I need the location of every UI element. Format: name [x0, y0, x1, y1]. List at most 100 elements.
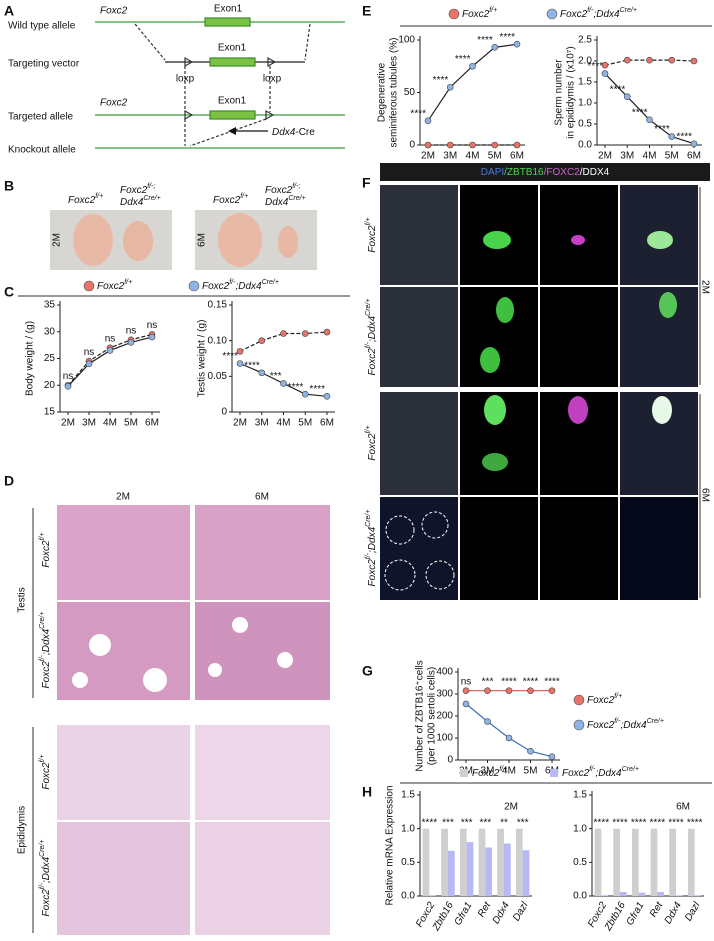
- significance: ****: [587, 61, 603, 72]
- data-point: [258, 337, 266, 344]
- significance: ****: [687, 817, 703, 828]
- y-tick-label: 100: [398, 35, 415, 46]
- significance: ****: [499, 32, 515, 43]
- y-axis-label: Degenerative: [377, 62, 388, 122]
- significance: **: [500, 817, 508, 828]
- data-point: [236, 360, 244, 367]
- y-tick-label: 200: [436, 711, 453, 722]
- y-axis-label: in epididymis / (x10⁷): [566, 46, 577, 139]
- significance: ***: [517, 817, 529, 828]
- bar: [657, 891, 665, 896]
- y-tick-label: 1.0: [573, 823, 587, 834]
- x-tick-label: 4M: [643, 151, 657, 162]
- text-part: Foxc2: [560, 9, 588, 20]
- label: Knockout allele: [8, 145, 76, 156]
- text-part: Foxc2: [367, 433, 378, 461]
- histology: [57, 505, 330, 935]
- data-point: [469, 141, 476, 149]
- x-tick-label: 3M: [620, 151, 634, 162]
- data-point: [601, 61, 609, 69]
- testis: [123, 221, 153, 261]
- significance: ****: [222, 351, 238, 362]
- data-point: [446, 83, 454, 91]
- text-part: Foxc2: [202, 281, 230, 292]
- significance: ****: [544, 676, 560, 687]
- data-point: [236, 348, 244, 355]
- data-point: [527, 747, 534, 755]
- y-tick-label: 0.0: [578, 140, 592, 151]
- y-tick-label: 0: [447, 755, 453, 766]
- data-point: [548, 753, 556, 761]
- significance: ns: [147, 320, 158, 331]
- label: Exon1: [218, 96, 247, 107]
- guide-lines: [134, 23, 311, 112]
- lumens: [72, 617, 293, 692]
- data-point: [668, 133, 676, 140]
- y-axis-label: Body weight / (g): [25, 321, 36, 396]
- text-part: Cre/+: [365, 299, 372, 316]
- significance: ****: [433, 75, 449, 86]
- text-part: Foxc2: [367, 559, 378, 587]
- text-part: Cre/+: [288, 195, 305, 202]
- legend-marker: [546, 8, 558, 20]
- data-point: [280, 330, 287, 337]
- data-point: [601, 70, 609, 77]
- age: 2M: [699, 280, 710, 294]
- data-point: [484, 718, 491, 725]
- significance: ****: [676, 131, 692, 142]
- genotype: Foxc2f/-;Ddx4Cre/+: [39, 612, 51, 689]
- text-part: Foxc2: [120, 185, 148, 196]
- genotype: Foxc2f/-;Ddx4Cre/+: [365, 299, 377, 376]
- data-point: [505, 687, 513, 695]
- significance: ****: [523, 676, 539, 687]
- text-part: ;Ddx4: [41, 628, 52, 655]
- data-point: [323, 328, 331, 336]
- series-line: [67, 336, 153, 387]
- y-tick-label: 1.5: [401, 790, 415, 801]
- y-tick-label: 25: [44, 353, 56, 364]
- bar: [638, 892, 646, 896]
- data-point: [690, 57, 698, 65]
- x-tick-label: 3M: [82, 418, 96, 429]
- tissue: Epididymis: [17, 806, 28, 854]
- text-part: f/-: [39, 882, 46, 889]
- data-point: [668, 56, 676, 64]
- x-tick-label: 5M: [665, 151, 679, 162]
- fluorescence: [380, 163, 710, 600]
- text-part: /FOXC2: [544, 167, 581, 178]
- significance: ***: [482, 676, 494, 687]
- text-part: Ddx4: [272, 127, 296, 138]
- significance: ****: [632, 107, 648, 118]
- data-point: [148, 333, 156, 341]
- y-tick-label: 300: [436, 689, 453, 700]
- y-tick-label: 35: [44, 300, 56, 311]
- y-tick-label: 100: [436, 733, 453, 744]
- significance: ****: [309, 384, 325, 395]
- text-part: Ddx4: [120, 197, 144, 208]
- data-point: [623, 93, 631, 100]
- y-tick-label: 15: [44, 407, 56, 418]
- text-part: Foxc2: [367, 348, 378, 376]
- x-tick-label: 2M: [421, 151, 435, 162]
- text-part: Cre/+: [39, 612, 46, 629]
- text-part: Foxc2: [41, 889, 52, 917]
- x-tick-label: Ret: [648, 899, 666, 919]
- text-part: Foxc2: [213, 195, 241, 206]
- label: Exon1: [218, 43, 247, 54]
- data-point: [323, 393, 331, 400]
- panel-label: G: [362, 663, 373, 679]
- text-part: Cre/+: [39, 840, 46, 857]
- text-part: Foxc2: [68, 195, 96, 206]
- genotype: Ddx4Cre/+: [120, 195, 161, 207]
- significance: ****: [612, 817, 628, 828]
- data-point: [491, 141, 499, 149]
- text-part: f/+: [39, 754, 46, 762]
- y-axis-label: (per 1000 sertoli cells): [427, 667, 438, 765]
- text-part: Cre/+: [622, 766, 639, 773]
- x-tick-label: 2M: [61, 418, 75, 429]
- x-tick-label: Ret: [476, 899, 494, 919]
- text-part: Cre/+: [647, 718, 664, 725]
- y-tick-label: 50: [404, 87, 416, 98]
- text-part: f/+: [499, 766, 507, 773]
- text-part: ;Ddx4: [367, 526, 378, 553]
